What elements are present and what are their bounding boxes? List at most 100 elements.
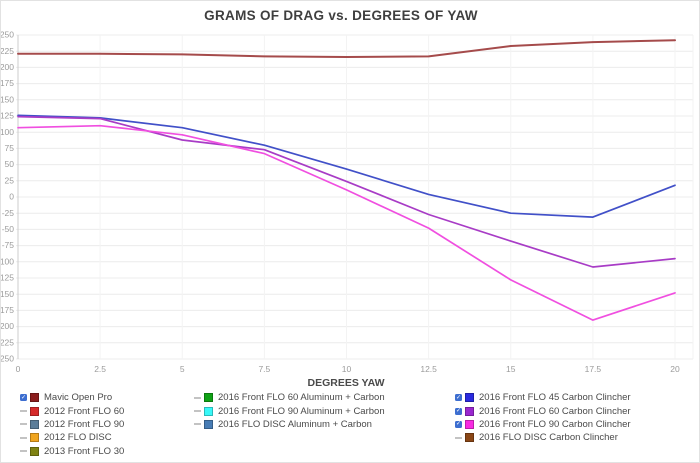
- dash-icon: [194, 410, 201, 413]
- legend-item[interactable]: 2012 Front FLO 60: [19, 404, 124, 417]
- legend-item[interactable]: 2016 Front FLO 60 Aluminum + Carbon: [193, 391, 385, 404]
- dash-icon[interactable]: [193, 420, 202, 429]
- x-tick-label: 10: [342, 364, 352, 374]
- x-tick-label: 7.5: [258, 364, 270, 374]
- legend-label: 2012 Front FLO 60: [44, 405, 125, 417]
- legend-label: Mavic Open Pro: [44, 392, 113, 404]
- y-tick-label: 175: [1, 78, 14, 88]
- check-mark-icon: ✓: [455, 420, 462, 428]
- dash-icon: [455, 436, 462, 439]
- y-tick-label: -25: [2, 208, 15, 218]
- legend-item[interactable]: ✓ Mavic Open Pro: [19, 391, 124, 404]
- series-line[interactable]: [17, 39, 676, 58]
- y-tick-label: 100: [1, 127, 14, 137]
- legend-swatch: [30, 433, 39, 443]
- legend-swatch: [30, 419, 39, 429]
- y-tick-label: 100: [1, 256, 14, 266]
- x-tick-label: 12.5: [420, 364, 437, 374]
- y-tick-label: 250: [1, 354, 14, 364]
- x-tick-label: 17.5: [585, 364, 602, 374]
- legend-label: 2016 Front FLO 45 Carbon Clincher: [479, 392, 631, 404]
- dash-icon: [20, 436, 27, 439]
- legend-item[interactable]: 2016 Front FLO 90 Aluminum + Carbon: [193, 404, 385, 417]
- legend-label: 2016 FLO DISC Aluminum + Carbon: [218, 418, 372, 430]
- x-axis-label: DEGREES YAW: [307, 377, 384, 389]
- dash-icon: [20, 450, 27, 453]
- y-tick-label: 150: [1, 94, 14, 104]
- y-tick-label: -75: [2, 240, 15, 250]
- y-tick-label: 0: [9, 192, 14, 202]
- legend-column: 2016 Front FLO 60 Aluminum + Carbon 2016 …: [193, 391, 385, 431]
- x-tick-label: 0: [16, 364, 21, 374]
- x-tick-label: 2.5: [94, 364, 106, 374]
- legend-item[interactable]: ✓ 2016 Front FLO 90 Carbon Clincher: [454, 418, 631, 431]
- y-tick-label: 225: [1, 337, 14, 347]
- legend-swatch: [204, 393, 213, 403]
- legend-label: 2012 FLO DISC: [44, 432, 112, 444]
- legend-item[interactable]: ✓ 2016 Front FLO 45 Carbon Clincher: [454, 391, 631, 404]
- dash-icon[interactable]: [19, 447, 28, 456]
- y-tick-label: 125: [1, 111, 14, 121]
- y-tick-label: 25: [5, 175, 15, 185]
- legend-item[interactable]: 2016 FLO DISC Carbon Clincher: [454, 431, 631, 444]
- series-line[interactable]: [17, 124, 676, 321]
- dash-icon[interactable]: [193, 393, 202, 402]
- dash-icon: [194, 396, 201, 399]
- legend-swatch: [465, 419, 474, 429]
- chart-title: GRAMS OF DRAG vs. DEGREES OF YAW: [204, 8, 478, 23]
- y-tick-label: 250: [1, 30, 14, 40]
- legend-swatch: [204, 419, 213, 429]
- legend-item[interactable]: 2013 Front FLO 30: [19, 445, 124, 458]
- drag-vs-yaw-chart: 2502252001751501251007550250-25-50-75100…: [1, 30, 694, 389]
- legend-column: ✓ 2016 Front FLO 45 Carbon Clincher ✓ 2016 …: [454, 391, 631, 445]
- x-tick-label: 15: [506, 364, 516, 374]
- dash-icon[interactable]: [19, 420, 28, 429]
- y-tick-label: 225: [1, 46, 14, 56]
- x-tick-label: 20: [670, 364, 680, 374]
- legend-label: 2016 Front FLO 60 Carbon Clincher: [479, 405, 631, 417]
- dash-icon: [194, 423, 201, 426]
- legend-label: 2016 Front FLO 90 Carbon Clincher: [479, 418, 631, 430]
- series-line[interactable]: [17, 115, 676, 268]
- legend-swatch: [465, 393, 474, 403]
- legend-label: 2013 Front FLO 30: [44, 445, 125, 457]
- series-line[interactable]: [17, 114, 676, 218]
- legend-swatch: [465, 406, 474, 416]
- dash-icon[interactable]: [193, 407, 202, 416]
- checkbox-checked-icon[interactable]: ✓: [454, 393, 463, 402]
- dash-icon[interactable]: [19, 433, 28, 442]
- y-tick-label: 200: [1, 62, 14, 72]
- legend-item[interactable]: 2016 FLO DISC Aluminum + Carbon: [193, 418, 385, 431]
- legend-item[interactable]: ✓ 2016 Front FLO 60 Carbon Clincher: [454, 404, 631, 417]
- y-tick-label: 200: [1, 321, 14, 331]
- dash-icon: [20, 410, 27, 413]
- legend-item[interactable]: 2012 FLO DISC: [19, 431, 124, 444]
- legend-item[interactable]: 2012 Front FLO 90: [19, 418, 124, 431]
- dash-icon[interactable]: [19, 407, 28, 416]
- legend-label: 2012 Front FLO 90: [44, 418, 125, 430]
- legend-swatch: [465, 433, 474, 443]
- y-tick-label: 175: [1, 305, 14, 315]
- legend-swatch: [204, 406, 213, 416]
- checkbox-checked-icon[interactable]: ✓: [454, 407, 463, 416]
- dash-icon[interactable]: [454, 433, 463, 442]
- check-mark-icon: ✓: [455, 394, 462, 402]
- y-tick-label: 75: [5, 143, 15, 153]
- legend-swatch: [30, 406, 39, 416]
- legend-label: 2016 Front FLO 60 Aluminum + Carbon: [218, 392, 385, 404]
- y-tick-label: 50: [5, 159, 15, 169]
- dash-icon: [20, 423, 27, 426]
- legend-column: ✓ Mavic Open Pro 2012 Front FLO 60 2012 Fro…: [19, 391, 124, 458]
- legend-label: 2016 FLO DISC Carbon Clincher: [479, 432, 618, 444]
- y-tick-label: 125: [1, 273, 14, 283]
- legend-swatch: [30, 393, 39, 403]
- y-tick-label: 150: [1, 289, 14, 299]
- check-mark-icon: ✓: [455, 407, 462, 415]
- checkbox-checked-icon[interactable]: ✓: [19, 393, 28, 402]
- check-mark-icon: ✓: [20, 394, 27, 402]
- checkbox-checked-icon[interactable]: ✓: [454, 420, 463, 429]
- legend-label: 2016 Front FLO 90 Aluminum + Carbon: [218, 405, 385, 417]
- y-tick-label: -50: [2, 224, 15, 234]
- x-tick-label: 5: [180, 364, 185, 374]
